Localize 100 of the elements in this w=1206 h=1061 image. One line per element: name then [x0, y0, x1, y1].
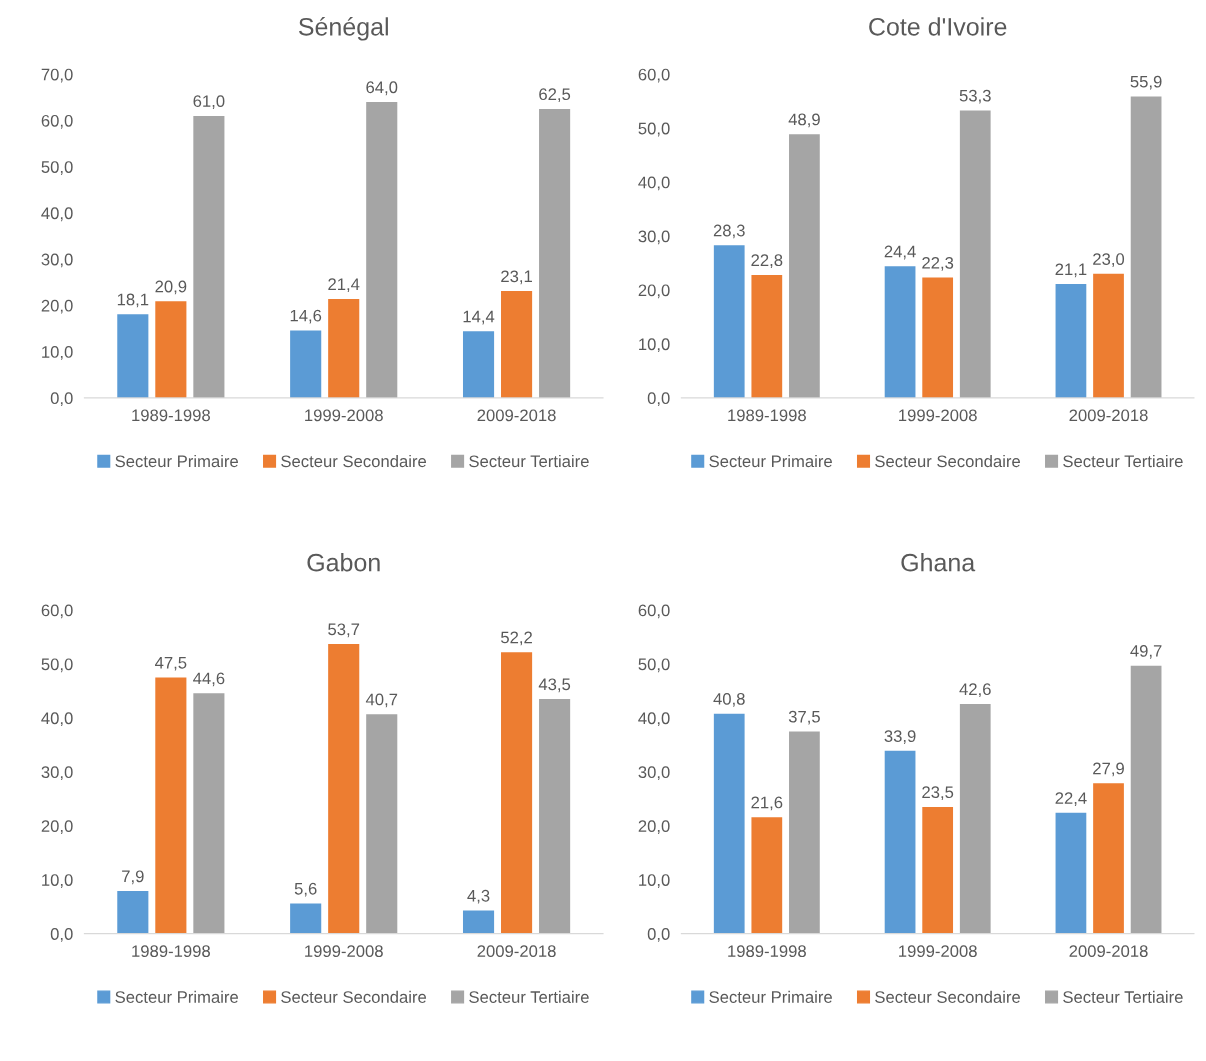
data-label: 61,0	[193, 95, 225, 109]
data-label: 52,2	[501, 631, 532, 646]
bar	[328, 644, 360, 934]
data-label: 33,9	[884, 730, 916, 744]
y-tick-label: 50,0	[638, 658, 670, 673]
data-label: 14,4	[463, 310, 495, 325]
bar	[155, 677, 187, 934]
bar	[1130, 96, 1162, 398]
y-tick-label: 30,0	[638, 766, 670, 781]
y-tick-label: 0,0	[50, 928, 73, 942]
y-tick-label: 20,0	[638, 284, 670, 299]
bar	[155, 301, 187, 398]
y-tick-label: 20,0	[41, 299, 73, 314]
data-label: 48,9	[788, 113, 820, 128]
legend-label: Secteur Tertiaire	[469, 454, 589, 468]
x-tick-label: 1999-2008	[899, 409, 977, 422]
bar	[290, 330, 322, 398]
y-tick-label: 30,0	[41, 766, 73, 781]
bar	[959, 703, 991, 934]
x-tick-label: 2009-2018	[1069, 945, 1148, 958]
data-label: 62,5	[539, 88, 571, 103]
bar	[117, 314, 149, 398]
y-tick-label: 60,0	[638, 68, 670, 83]
data-label: 18,1	[117, 293, 149, 308]
data-label: 53,7	[328, 623, 360, 638]
x-tick-label: 1999-2008	[305, 945, 383, 958]
data-label: 23,5	[922, 786, 954, 801]
data-label: 20,9	[155, 280, 187, 295]
x-tick-label: 1989-1998	[132, 945, 210, 958]
y-tick-label: 0,0	[647, 392, 670, 407]
bar	[117, 891, 149, 934]
bar	[193, 693, 225, 934]
bar	[366, 102, 398, 398]
bar	[922, 806, 954, 934]
bar	[789, 134, 820, 398]
bar	[462, 331, 495, 398]
y-tick-label: 40,0	[638, 712, 670, 727]
y-tick-label: 40,0	[41, 207, 73, 222]
bar	[539, 699, 571, 934]
bar	[501, 652, 533, 934]
data-label: 24,4	[884, 245, 916, 260]
data-label: 49,7	[1130, 644, 1162, 659]
data-label: 21,1	[1055, 263, 1087, 278]
data-label: 27,9	[1093, 762, 1124, 777]
data-label: 37,5	[788, 710, 820, 725]
bar	[959, 110, 991, 398]
data-label: 5,6	[294, 882, 317, 897]
y-tick-label: 10,0	[639, 338, 670, 353]
data-label: 28,3	[713, 224, 745, 239]
data-label: 22,4	[1055, 792, 1087, 806]
data-label: 22,3	[922, 256, 954, 271]
bar	[1093, 273, 1124, 398]
bar	[1093, 783, 1124, 934]
y-tick-label: 50,0	[638, 122, 670, 137]
bar	[328, 298, 360, 398]
data-label: 64,0	[366, 81, 398, 96]
y-tick-label: 50,0	[41, 658, 73, 673]
y-tick-label: 60,0	[41, 114, 73, 129]
bar	[290, 903, 322, 934]
y-tick-label: 10,0	[42, 346, 73, 360]
chart-title: Gabon	[307, 553, 380, 572]
legend-label: Secteur Secondaire	[875, 454, 1020, 468]
bar	[462, 910, 495, 934]
legend-label: Secteur Tertiaire	[1063, 990, 1183, 1003]
data-label: 4,3	[467, 889, 490, 904]
data-label: 7,9	[122, 870, 144, 885]
bar	[751, 817, 783, 934]
x-tick-label: 2009-2018	[1069, 409, 1148, 422]
legend-label: Secteur Tertiaire	[1063, 454, 1183, 468]
bar	[501, 291, 533, 398]
y-tick-label: 10,0	[42, 874, 73, 888]
data-label: 14,6	[290, 309, 322, 324]
x-tick-label: 1989-1998	[728, 409, 806, 422]
data-label: 22,8	[751, 254, 783, 269]
data-label: 47,5	[155, 657, 187, 671]
data-label: 23,0	[1093, 253, 1125, 267]
legend-label: Secteur Primaire	[115, 990, 238, 1003]
chart-title: Sénégal	[298, 16, 388, 41]
bar	[1055, 284, 1087, 398]
y-tick-label: 40,0	[638, 176, 670, 191]
chart-title: Ghana	[901, 553, 976, 572]
bar	[751, 274, 783, 398]
y-tick-label: 10,0	[639, 874, 670, 888]
data-label: 44,6	[193, 672, 225, 687]
bar	[789, 731, 820, 934]
legend-label: Secteur Tertiaire	[469, 990, 589, 1003]
legend-label: Secteur Secondaire	[875, 990, 1020, 1003]
legend-label: Secteur Primaire	[709, 454, 832, 468]
x-tick-label: 1999-2008	[899, 945, 977, 958]
y-tick-label: 20,0	[41, 820, 73, 834]
bar	[713, 245, 745, 398]
y-tick-label: 60,0	[41, 604, 73, 619]
data-label: 42,6	[959, 683, 991, 698]
x-tick-label: 2009-2018	[477, 945, 556, 958]
y-tick-label: 30,0	[41, 253, 73, 268]
bar	[713, 713, 745, 934]
data-label: 21,6	[751, 796, 783, 811]
bar	[1055, 812, 1087, 934]
data-label: 21,4	[328, 278, 360, 293]
y-tick-label: 0,0	[50, 392, 73, 407]
